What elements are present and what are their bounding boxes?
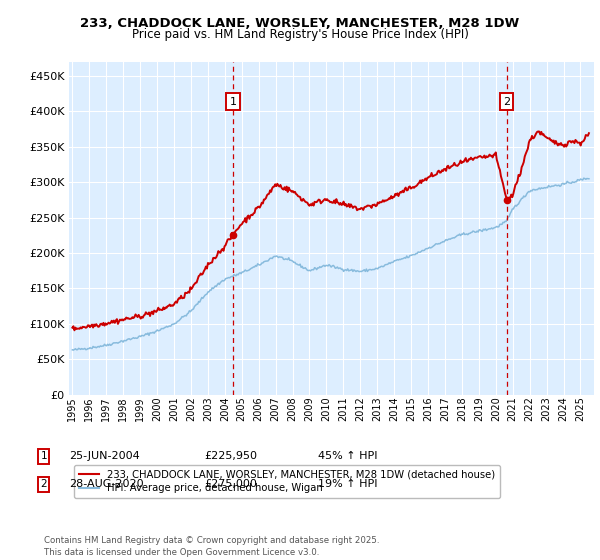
Text: 1: 1	[229, 96, 236, 106]
Text: Price paid vs. HM Land Registry's House Price Index (HPI): Price paid vs. HM Land Registry's House …	[131, 28, 469, 41]
Text: 2: 2	[40, 479, 47, 489]
Text: 28-AUG-2020: 28-AUG-2020	[69, 479, 143, 489]
Text: 233, CHADDOCK LANE, WORSLEY, MANCHESTER, M28 1DW: 233, CHADDOCK LANE, WORSLEY, MANCHESTER,…	[80, 17, 520, 30]
Legend: 233, CHADDOCK LANE, WORSLEY, MANCHESTER, M28 1DW (detached house), HPI: Average : 233, CHADDOCK LANE, WORSLEY, MANCHESTER,…	[74, 465, 500, 498]
Text: £225,950: £225,950	[204, 451, 257, 461]
Text: £275,000: £275,000	[204, 479, 257, 489]
Text: 25-JUN-2004: 25-JUN-2004	[69, 451, 140, 461]
Text: 45% ↑ HPI: 45% ↑ HPI	[318, 451, 377, 461]
Text: 2: 2	[503, 96, 511, 106]
Text: 1: 1	[40, 451, 47, 461]
Text: Contains HM Land Registry data © Crown copyright and database right 2025.
This d: Contains HM Land Registry data © Crown c…	[44, 536, 379, 557]
Text: 19% ↑ HPI: 19% ↑ HPI	[318, 479, 377, 489]
